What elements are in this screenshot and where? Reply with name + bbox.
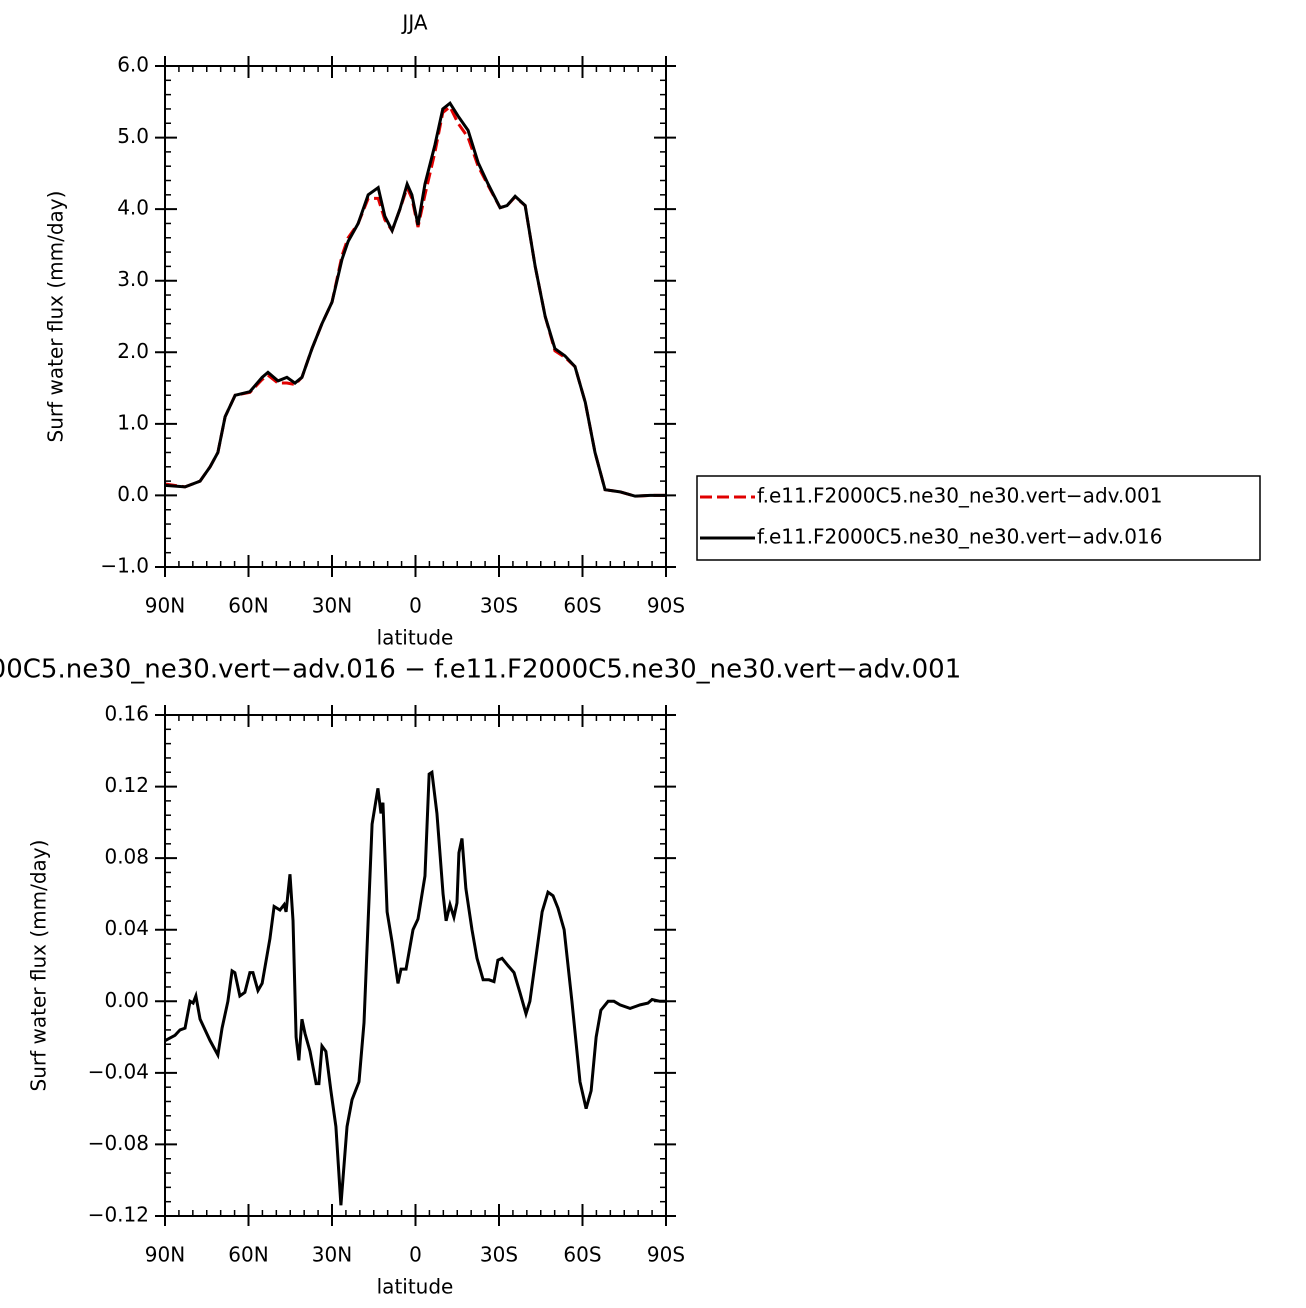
y-tick-label: 0.04 bbox=[104, 916, 149, 940]
y-tick-label: −0.08 bbox=[88, 1131, 149, 1155]
y-axis-label: Surf water flux (mm/day) bbox=[27, 840, 51, 1092]
y-tick-label: 0.08 bbox=[104, 845, 149, 869]
x-tick-label: 60N bbox=[228, 1243, 268, 1267]
x-tick-label: 90S bbox=[647, 594, 685, 618]
x-tick-label: 90S bbox=[647, 1243, 685, 1267]
y-tick-label: 2.0 bbox=[117, 339, 149, 363]
y-axis-label: Surf water flux (mm/day) bbox=[44, 191, 68, 443]
y-tick-label: 1.0 bbox=[117, 410, 149, 434]
legend-label: f.e11.F2000C5.ne30_ne30.vert−adv.016 bbox=[757, 525, 1162, 549]
x-tick-label: 30N bbox=[312, 594, 352, 618]
data-line bbox=[164, 101, 666, 498]
y-tick-label: −1.0 bbox=[100, 554, 149, 578]
legend-box bbox=[696, 475, 1261, 561]
y-tick-label: −0.12 bbox=[88, 1203, 149, 1227]
y-tick-label: 0.0 bbox=[117, 482, 149, 506]
x-axis-label: latitude bbox=[377, 626, 454, 650]
chart-title: f.e11.F2000C5.ne30_ne30.vert−adv.016 − f… bbox=[0, 655, 961, 685]
data-line bbox=[164, 769, 666, 1206]
x-tick-label: 60N bbox=[228, 594, 268, 618]
x-tick-label: 90N bbox=[145, 1243, 185, 1267]
y-tick-label: 5.0 bbox=[117, 124, 149, 148]
x-tick-label: 30S bbox=[480, 594, 518, 618]
y-tick-label: 3.0 bbox=[117, 267, 149, 291]
legend-label: f.e11.F2000C5.ne30_ne30.vert−adv.001 bbox=[757, 484, 1162, 508]
plot-frame bbox=[164, 65, 667, 568]
x-tick-label: 0 bbox=[409, 1243, 422, 1267]
x-axis-label: latitude bbox=[377, 1275, 454, 1299]
y-tick-label: 0.16 bbox=[104, 702, 149, 726]
x-tick-label: 60S bbox=[563, 594, 601, 618]
x-tick-label: 60S bbox=[563, 1243, 601, 1267]
chart-title: JJA bbox=[400, 11, 427, 35]
y-tick-label: 0.00 bbox=[104, 988, 149, 1012]
x-tick-label: 30N bbox=[312, 1243, 352, 1267]
x-tick-label: 0 bbox=[409, 594, 422, 618]
y-tick-label: 6.0 bbox=[117, 53, 149, 77]
y-tick-label: −0.04 bbox=[88, 1059, 149, 1083]
x-tick-label: 90N bbox=[145, 594, 185, 618]
x-tick-label: 30S bbox=[480, 1243, 518, 1267]
y-tick-label: 0.12 bbox=[104, 773, 149, 797]
y-tick-label: 4.0 bbox=[117, 196, 149, 220]
plot-frame bbox=[164, 714, 667, 1217]
